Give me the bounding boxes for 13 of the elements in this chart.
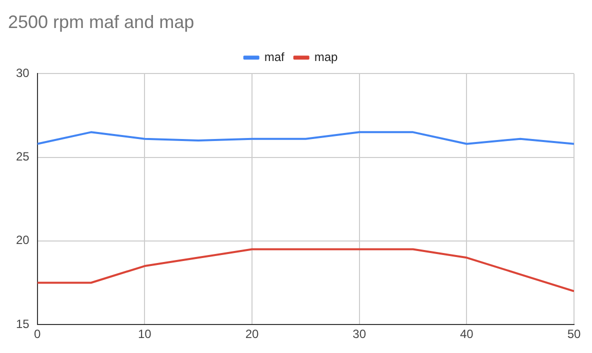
legend-label: maf: [264, 50, 285, 64]
y-tick-label: 20: [16, 233, 30, 248]
legend-label: map: [314, 50, 338, 64]
x-tick-label: 30: [352, 327, 366, 342]
x-tick-label: 10: [138, 327, 152, 342]
y-tick-label: 15: [16, 316, 30, 331]
y-tick-label: 25: [16, 150, 30, 164]
x-tick-label: 50: [567, 327, 581, 342]
x-tick-label: 40: [460, 327, 474, 342]
chart-title: 2500 rpm maf and map: [8, 12, 194, 32]
y-tick-label: 30: [16, 66, 30, 80]
x-tick-label: 20: [245, 327, 260, 342]
x-tick-label: 0: [34, 327, 42, 342]
